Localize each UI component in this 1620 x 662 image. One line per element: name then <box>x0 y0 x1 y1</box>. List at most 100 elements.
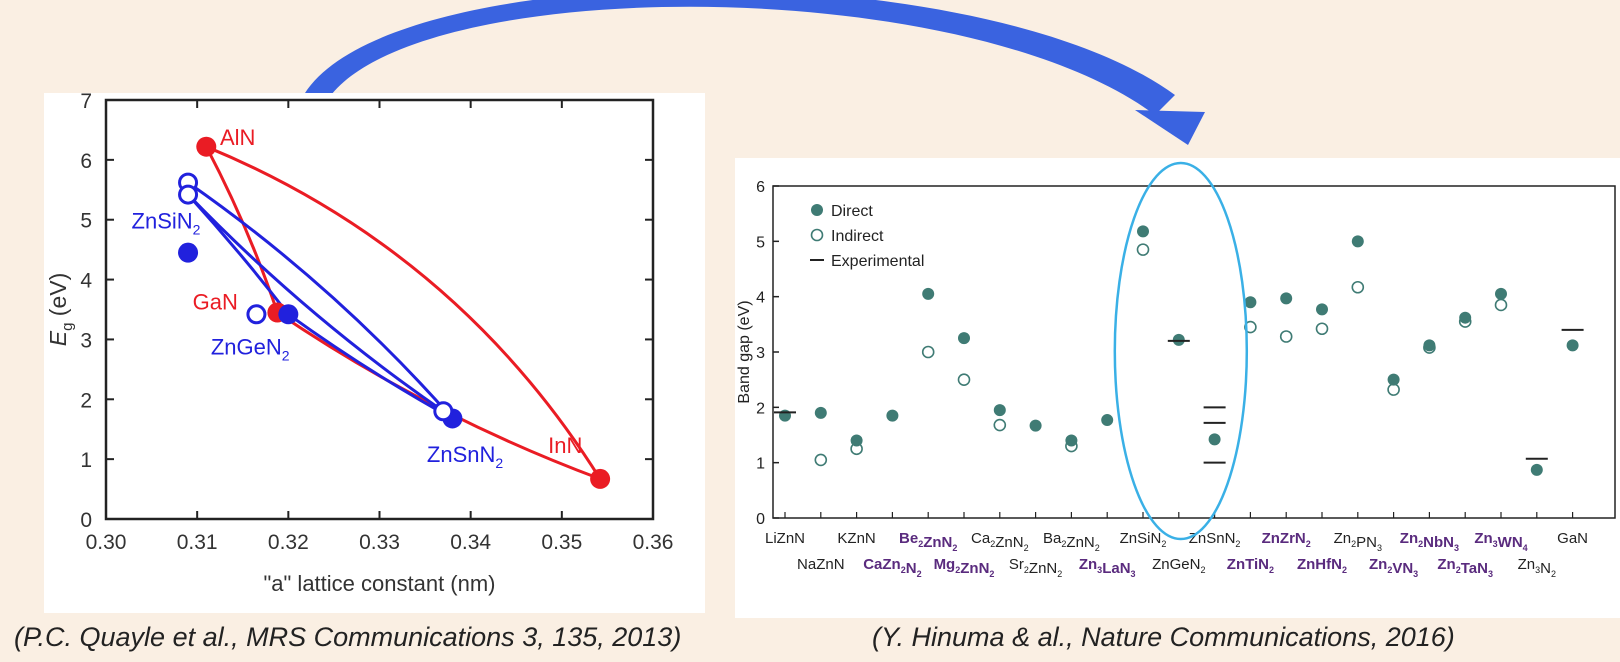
indirect-point <box>1279 330 1293 343</box>
x-tick-label: 0.34 <box>450 531 491 554</box>
compound-label: AlN <box>220 125 255 150</box>
legend-indirect-marker <box>810 228 824 242</box>
direct-point <box>1029 419 1042 432</box>
category-label: ZnTiN2 <box>1227 556 1274 575</box>
bandgap-compounds-chart: 0 1 2 3 4 5 6 Band gap (eV) LiZnN NaZnN KZnN CaZn2N… <box>736 161 1616 579</box>
arrow-head <box>1135 110 1205 145</box>
y-tick-label: 6 <box>80 150 92 173</box>
right-chart-panel: 0 1 2 3 4 5 6 Band gap (eV) LiZnN NaZnN KZnN CaZn2N… <box>735 158 1620 618</box>
direct-point <box>993 404 1006 417</box>
y-tick-label: 5 <box>80 210 92 233</box>
direct-point <box>1172 333 1185 346</box>
legend-indirect-label: Indirect <box>831 228 884 245</box>
red-point-inn <box>590 468 611 489</box>
direct-point <box>922 287 935 300</box>
category-label: ZnGeN2 <box>1152 556 1205 575</box>
curve-aln-inn <box>205 145 602 480</box>
y-tick-label: 3 <box>756 345 765 362</box>
category-label: Sr2ZnN2 <box>1009 556 1062 579</box>
y-axis-label: Eg (eV) <box>45 273 76 347</box>
direct-point <box>1101 414 1114 427</box>
left-chart-panel: 0.30 0.31 0.32 0.33 0.34 0.35 0.36 0 1 2 3 4 5 6 7 "a" … <box>44 90 705 613</box>
compound-label: ZnSiN2 <box>132 209 201 238</box>
y-tick-label: 3 <box>80 329 92 352</box>
compound-label: ZnGeN2 <box>211 334 290 363</box>
category-label: Zn3WN4 <box>1474 530 1527 553</box>
category-label: KZnN <box>837 530 875 547</box>
indirect-point <box>1136 243 1150 256</box>
y-tick-label: 1 <box>756 456 765 473</box>
blue-open-point <box>246 304 267 325</box>
compound-label: ZnSnN2 <box>427 442 503 471</box>
blue-open-point <box>178 184 199 205</box>
y-tick-label: 0 <box>80 509 92 532</box>
y-tick-label: 2 <box>756 400 765 417</box>
y-tick-label: 7 <box>80 93 92 113</box>
direct-point <box>1244 296 1257 309</box>
category-label: Ca2ZnN2 <box>971 530 1029 553</box>
category-label: Be2ZnN2 <box>899 530 957 553</box>
y-tick-label: 5 <box>756 234 765 251</box>
y-tick-label: 1 <box>80 449 92 472</box>
indirect-point <box>957 373 971 386</box>
direct-point <box>1495 287 1507 300</box>
direct-point <box>1387 373 1400 386</box>
category-label: ZnSiN2 <box>1120 530 1167 549</box>
direct-point <box>1316 303 1328 316</box>
indirect-point <box>814 453 828 467</box>
x-axis-label: "a" lattice constant (nm) <box>263 571 495 596</box>
plot-frame <box>772 185 1616 519</box>
direct-point <box>1065 434 1078 447</box>
blue-open-point <box>433 401 454 422</box>
x-tick-label: 0.30 <box>86 531 127 554</box>
curve-znsin2-znsnn2-lower <box>186 193 445 413</box>
category-label: Zn2TaN3 <box>1437 556 1493 579</box>
x-tick-label: 0.35 <box>541 531 582 554</box>
legend-experimental-label: Experimental <box>831 253 924 270</box>
x-tick-label: 0.36 <box>633 531 674 554</box>
category-label: Ba2ZnN2 <box>1043 530 1100 553</box>
category-label: ZnSnN2 <box>1189 530 1241 549</box>
compound-label: GaN <box>193 290 238 315</box>
x-tick-label: 0.33 <box>359 531 400 554</box>
category-label: Zn3LaN3 <box>1079 556 1136 579</box>
indirect-point <box>1387 383 1400 396</box>
blue-filled-point <box>278 304 299 325</box>
indirect-point <box>921 345 935 359</box>
left-caption: (P.C. Quayle et al., MRS Communications … <box>14 622 682 652</box>
category-label: CaZn2N2 <box>863 556 921 579</box>
direct-point <box>850 434 863 447</box>
direct-point <box>1459 311 1472 324</box>
y-axis-label: Band gap (eV) <box>736 300 753 403</box>
blue-filled-point <box>178 242 199 263</box>
direct-point <box>886 409 899 422</box>
direct-point <box>1566 339 1579 352</box>
category-label: ZnZrN2 <box>1262 530 1311 549</box>
category-label: Zn3N2 <box>1518 556 1556 579</box>
category-label: ZnHfN2 <box>1297 556 1347 575</box>
indirect-point <box>1494 298 1508 312</box>
indirect-point <box>1315 322 1329 336</box>
category-label: Mg2ZnN2 <box>934 556 995 579</box>
legend-direct-label: Direct <box>831 203 873 220</box>
compound-label: InN <box>548 433 582 458</box>
legend-direct-marker <box>811 204 823 216</box>
arrow-shaft <box>302 0 1175 115</box>
category-label: GaN <box>1557 530 1588 547</box>
direct-point <box>1137 225 1149 238</box>
curve-zngen2-znsnn2 <box>287 313 454 420</box>
direct-point <box>1208 433 1221 446</box>
x-tick-label: 0.32 <box>268 531 309 554</box>
highlight-ellipse <box>1113 161 1249 541</box>
y-tick-label: 4 <box>756 290 765 307</box>
direct-point <box>1530 463 1543 476</box>
x-tick-label: 0.31 <box>177 531 218 554</box>
right-caption: (Y. Hinuma & al., Nature Communications,… <box>872 622 1455 652</box>
category-label: Zn2VN3 <box>1369 556 1418 579</box>
category-label: LiZnN <box>765 530 805 547</box>
direct-point <box>1423 339 1436 352</box>
direct-point <box>1351 235 1364 248</box>
lattice-bandgap-chart: 0.30 0.31 0.32 0.33 0.34 0.35 0.36 0 1 2 3 4 5 6 7 "a" … <box>45 90 674 596</box>
category-label: Zn2PN3 <box>1334 530 1382 553</box>
y-tick-label: 6 <box>756 179 765 196</box>
